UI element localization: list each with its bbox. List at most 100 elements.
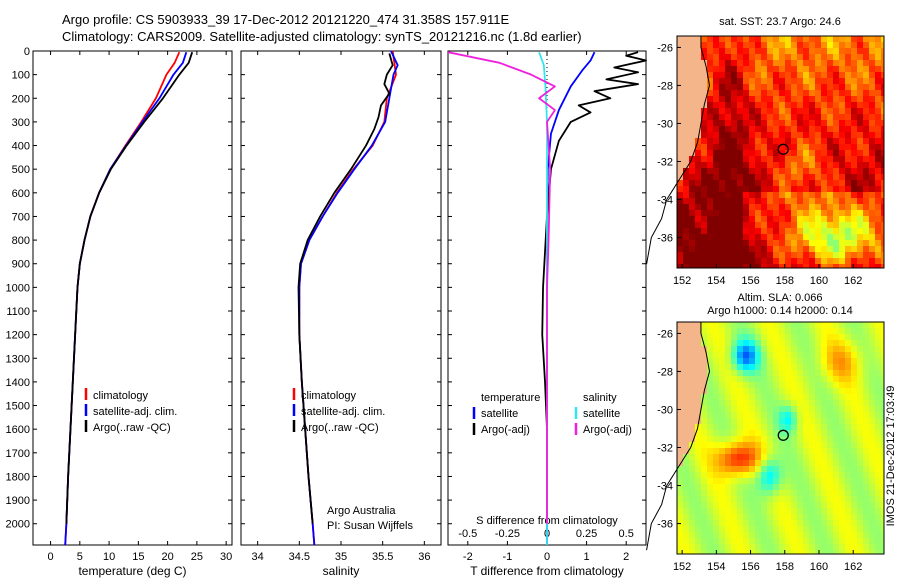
salinity-diff-tick-label: 0.25 [576, 528, 597, 540]
difference-profile-xtick-label: 2 [623, 551, 629, 563]
sla-map-ytick-label: -32 [657, 443, 673, 455]
temperature-profile-xtick-label: 20 [161, 551, 173, 563]
salinity-profile-axes-box [240, 50, 442, 546]
temperature-profile-xtick-label: 0 [47, 551, 53, 563]
diff-legend-title: temperature [481, 392, 540, 404]
diff-legend-label: Argo(-adj) [481, 424, 530, 436]
depth-tick-label: 100 [12, 70, 30, 82]
title-line-2: Climatology: CARS2009. Satellite-adjuste… [62, 29, 582, 44]
salinity-profile-xtick-label: 35 [335, 551, 347, 563]
temperature-profile-legend-label: satellite-adj. clim. [93, 406, 177, 418]
temperature-profile-legend-label: Argo(..raw -QC) [93, 422, 171, 434]
salinity-profile-legend-label: climatology [301, 390, 357, 402]
temperature-profile-xtick-label: 30 [220, 551, 232, 563]
depth-tick-label: 1500 [6, 401, 30, 413]
sst-map-ytick-label: -26 [657, 42, 673, 54]
difference-profile-xtick-label: 0 [544, 551, 550, 563]
depth-tick-label: 900 [12, 259, 30, 271]
diff-legend-title: salinity [583, 392, 617, 404]
diff-legend-label: satellite [481, 408, 518, 420]
difference-profile-line-s-argo-adj- [447, 51, 556, 524]
sst-map-title: sat. SST: 23.7 Argo: 24.6 [719, 16, 841, 28]
sla-map-ytick-label: -34 [657, 481, 673, 493]
depth-tick-label: 1800 [6, 471, 30, 483]
sst-map-argo-marker [777, 143, 789, 155]
sst-map-xtick-label: 156 [741, 275, 759, 287]
difference-profile-xtick-label: -2 [463, 551, 473, 563]
salinity-diff-tick-label: -0.25 [495, 528, 520, 540]
temperature-profile-legend-label: climatology [93, 390, 149, 402]
sla-map-ytick-label: -28 [657, 366, 673, 378]
salinity-annotation: PI: Susan Wijffels [327, 520, 413, 532]
sla-map-xtick-label: 154 [707, 561, 725, 573]
difference-profile-xtick-label: 1 [584, 551, 590, 563]
depth-tick-label: 1400 [6, 377, 30, 389]
sla-map-xtick-label: 162 [844, 561, 862, 573]
sst-map-xtick-label: 162 [844, 275, 862, 287]
temperature-profile-xtick-label: 5 [77, 551, 83, 563]
depth-tick-label: 2000 [6, 519, 30, 531]
salinity-profile-legend-label: Argo(..raw -QC) [301, 422, 379, 434]
sla-map-xtick-label: 156 [741, 561, 759, 573]
sst-map-ytick-label: -28 [657, 80, 673, 92]
difference-profile-xlabel: T difference from climatology [470, 564, 624, 578]
depth-tick-label: 1200 [6, 330, 30, 342]
depth-tick-label: 1900 [6, 495, 30, 507]
salinity-annotation: Argo Australia [327, 505, 396, 517]
sla-map-title-line-2: Argo h1000: 0.14 h2000: 0.14 [707, 305, 853, 317]
diff-legend-label: Argo(-adj) [583, 424, 632, 436]
diff-legend-label: satellite [583, 408, 620, 420]
difference-profile-line-t-argo-adj- [541, 51, 647, 524]
depth-tick-label: 1100 [6, 306, 30, 318]
salinity-profile-legend-label: satellite-adj. clim. [301, 406, 385, 418]
sla-map-xtick-label: 152 [673, 561, 691, 573]
temperature-profile-xtick-label: 15 [132, 551, 144, 563]
salinity-profile-xtick-label: 34.5 [289, 551, 310, 563]
sla-map-title-line-1: Altim. SLA: 0.066 [738, 292, 823, 304]
sla-map-xtick-label: 160 [810, 561, 828, 573]
difference-profile-xtick-label: -1 [503, 551, 513, 563]
sst-map-axes-box [676, 35, 885, 269]
sla-map-pixels [677, 322, 885, 555]
depth-tick-label: 500 [12, 164, 30, 176]
sst-map-xtick-label: 154 [707, 275, 725, 287]
sst-map-xtick-label: 158 [776, 275, 794, 287]
salinity-diff-tick-label: -0.5 [458, 528, 477, 540]
depth-tick-label: 1600 [6, 424, 30, 436]
title-line-1: Argo profile: CS 5903933_39 17-Dec-2012 … [62, 12, 510, 27]
salinity-profile-xtick-label: 36 [418, 551, 430, 563]
sst-map-xtick-label: 152 [673, 275, 691, 287]
sst-map-coastline [646, 36, 711, 265]
sla-map-argo-marker [777, 429, 789, 441]
temperature-profile-line-argo-raw-qc- [65, 51, 194, 524]
temperature-profile-axes-box [32, 50, 233, 546]
sla-map-ytick-label: -36 [657, 519, 673, 531]
depth-tick-label: 1000 [6, 282, 30, 294]
depth-tick-label: 700 [12, 211, 30, 223]
salinity-profile-xlabel: salinity [323, 564, 360, 578]
side-label: IMOS 21-Dec-2012 17:03:49 [885, 386, 897, 527]
sla-map-ytick-label: -30 [657, 404, 673, 416]
temperature-profile-xtick-label: 10 [103, 551, 115, 563]
depth-tick-label: 400 [12, 141, 30, 153]
salinity-profile-xtick-label: 35.5 [372, 551, 393, 563]
sst-map-ytick-label: -32 [657, 157, 673, 169]
depth-tick-label: 200 [12, 93, 30, 105]
salinity-diff-tick-label: 0.5 [619, 528, 634, 540]
depth-tick-label: 300 [12, 117, 30, 129]
sla-map-axes-box [676, 321, 885, 555]
sst-map-pixels [677, 36, 885, 269]
temperature-profile-xlabel: temperature (deg C) [78, 564, 186, 578]
sst-map-ytick-label: -36 [657, 233, 673, 245]
temperature-profile-xtick-label: 25 [191, 551, 203, 563]
depth-tick-label: 1300 [6, 353, 30, 365]
depth-tick-label: 600 [12, 188, 30, 200]
salinity-profile-xtick-label: 34 [252, 551, 264, 563]
depth-tick-label: 800 [12, 235, 30, 247]
depth-tick-label: 0 [24, 46, 30, 58]
sst-map-ytick-label: -30 [657, 118, 673, 130]
sla-map-ytick-label: -26 [657, 328, 673, 340]
sla-map-coastline [646, 322, 711, 551]
sst-map-ytick-label: -34 [657, 195, 673, 207]
